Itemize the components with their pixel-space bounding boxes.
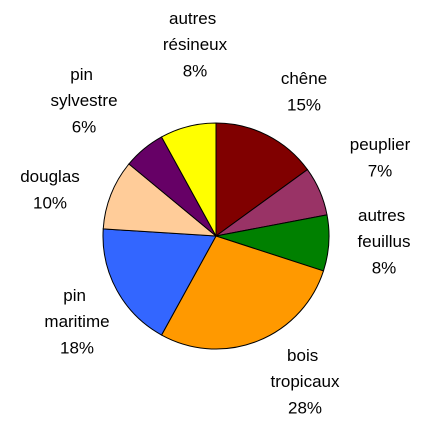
pie-slice <box>160 122 217 237</box>
pie-slice <box>215 122 309 237</box>
slice-value-label: 10% <box>33 193 67 212</box>
slice-label: chêne <box>281 69 327 88</box>
slice-value-label: 15% <box>287 95 321 114</box>
slice-value-label: 6% <box>72 117 97 136</box>
slice-label: douglas <box>20 167 80 186</box>
pie-slice <box>102 163 218 237</box>
pie-slice <box>102 228 217 336</box>
pie-slice <box>160 235 325 350</box>
slice-value-label: 18% <box>60 338 94 357</box>
slice-label: pin sylvestre <box>50 65 117 110</box>
slice-value-label: 28% <box>288 398 322 417</box>
slice-label: pin maritime <box>44 286 109 331</box>
slice-value-label: 8% <box>183 61 208 80</box>
slice-value-label: 7% <box>368 161 393 180</box>
slice-label: peuplier <box>350 135 411 154</box>
slice-value-label: 8% <box>372 258 397 277</box>
slice-label: autres feuillus <box>358 206 411 251</box>
slice-label: autres résineux <box>163 9 228 54</box>
slice-label: bois tropicaux <box>271 346 340 391</box>
